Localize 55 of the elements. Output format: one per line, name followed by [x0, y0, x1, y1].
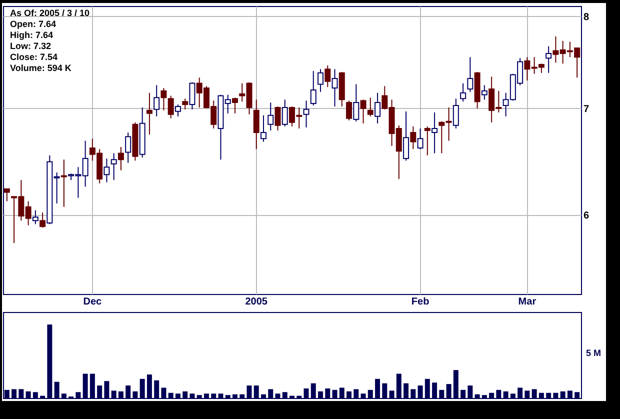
candlestick	[282, 99, 288, 127]
candlestick	[40, 212, 46, 228]
candlestick	[274, 106, 281, 131]
candlestick	[452, 98, 459, 129]
y-tick-label: 6	[584, 210, 590, 222]
candlestick	[303, 100, 310, 128]
candlestick	[546, 46, 552, 74]
candlestick	[318, 68, 324, 92]
candlestick	[168, 95, 174, 119]
candlestick	[32, 210, 38, 225]
x-tick-label: Dec	[83, 296, 102, 308]
x-tick-label: Feb	[411, 296, 430, 308]
candlestick	[432, 112, 438, 154]
candlestick	[182, 98, 188, 110]
candlestick	[268, 102, 274, 131]
candlestick	[353, 84, 360, 122]
candlestick	[481, 84, 488, 100]
annotation: Low: 7.32	[10, 41, 52, 52]
candlestick	[104, 158, 110, 183]
annotation: 5 M	[586, 348, 602, 359]
candlestick	[360, 99, 366, 124]
annotation: Volume: 594 K	[10, 63, 72, 74]
candlestick	[60, 159, 67, 208]
candlestick	[160, 88, 167, 111]
candlestick	[174, 104, 181, 117]
y-tick-label: 7	[584, 104, 590, 115]
x-tick-label: 2005	[245, 296, 268, 308]
candlestick	[232, 97, 238, 114]
y-tick-label: 8	[584, 12, 590, 23]
candlestick	[410, 126, 416, 150]
candlestick	[324, 64, 331, 88]
candlestick	[189, 82, 196, 110]
annotation: Open: 7.64	[10, 19, 58, 30]
candlestick	[460, 82, 466, 102]
candlestick	[346, 100, 352, 121]
candlestick	[332, 68, 338, 107]
candlestick	[4, 188, 10, 202]
annotation: Close: 7.54	[10, 52, 59, 63]
candlestick	[417, 128, 424, 150]
candlestick	[154, 84, 160, 117]
candlestick	[118, 146, 124, 171]
candlestick	[403, 110, 410, 162]
candlestick	[367, 97, 374, 117]
candlestick	[374, 92, 381, 124]
candlestick	[310, 70, 316, 106]
annotation: As Of: 2005 / 3 / 10	[10, 8, 90, 19]
candlestick	[467, 56, 474, 92]
candlestick	[125, 132, 132, 164]
x-tick-label: Mar	[518, 296, 536, 308]
candlestick	[253, 99, 260, 150]
annotation: High: 7.64	[10, 30, 54, 41]
candlestick	[146, 92, 152, 136]
candlestick	[424, 126, 430, 156]
candlestick	[110, 152, 117, 181]
candlestick	[260, 114, 266, 142]
